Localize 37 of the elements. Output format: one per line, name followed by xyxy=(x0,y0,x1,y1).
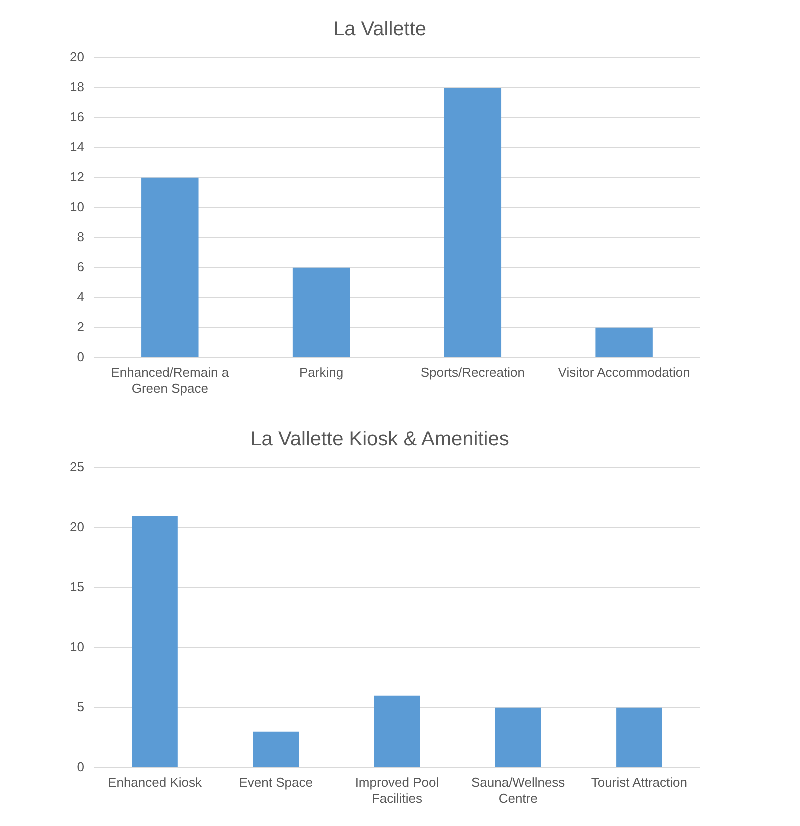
x-tick-label: Sports/Recreation xyxy=(420,365,525,380)
y-tick-label: 12 xyxy=(70,170,84,184)
x-tick-label: Sauna/Wellness Centre xyxy=(471,775,566,806)
bar xyxy=(253,732,300,768)
y-tick-label: 15 xyxy=(70,580,84,594)
x-tick-label: Parking xyxy=(300,365,344,380)
bar xyxy=(374,696,420,768)
bar xyxy=(132,516,178,768)
y-tick-label: 8 xyxy=(77,229,84,244)
y-tick-label: 0 xyxy=(77,349,84,364)
y-tick-label: 5 xyxy=(77,699,84,714)
y-tick-label: 10 xyxy=(70,639,84,654)
x-tick-label: Tourist Attraction xyxy=(591,775,688,790)
x-tick-label: Visitor Accommodation xyxy=(558,365,690,380)
y-tick-label: 18 xyxy=(70,80,84,95)
y-tick-label: 20 xyxy=(70,520,84,535)
y-tick-label: 6 xyxy=(77,259,84,274)
y-tick-label: 0 xyxy=(77,759,84,774)
y-tick-label: 25 xyxy=(70,460,84,475)
x-tick-label: Event Space xyxy=(239,775,313,790)
chart-title: La Vallette Kiosk & Amenities xyxy=(250,428,510,451)
chart-title: La Vallette xyxy=(333,18,427,41)
bar xyxy=(495,708,542,768)
bar xyxy=(616,708,662,768)
bar xyxy=(142,178,199,358)
y-tick-label: 16 xyxy=(70,110,84,125)
x-tick-label: Enhanced Kiosk xyxy=(108,775,202,790)
x-tick-label: Improved Pool Facilities xyxy=(355,775,440,806)
y-tick-label: 4 xyxy=(77,289,84,304)
bar xyxy=(444,88,502,358)
y-tick-label: 20 xyxy=(70,50,84,65)
y-tick-label: 10 xyxy=(70,199,84,214)
y-tick-label: 2 xyxy=(77,319,84,334)
bar xyxy=(596,328,653,358)
x-tick-label: Enhanced/Remain a Green Space xyxy=(111,365,230,396)
bar xyxy=(292,268,350,358)
y-tick-label: 14 xyxy=(70,140,84,155)
